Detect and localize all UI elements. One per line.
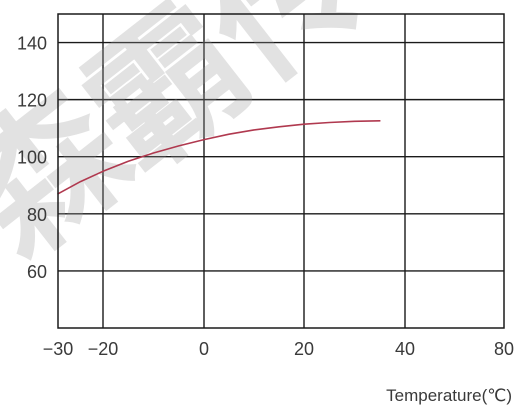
y-tick-labels: 60 80 100 120 140 (17, 34, 47, 282)
grid-lines (58, 14, 504, 328)
series-line-0 (57, 120, 381, 195)
plot-frame (57, 13, 505, 329)
y-tick-label: 100 (17, 148, 47, 168)
series-layer (57, 120, 381, 195)
y-tick-label: 60 (27, 262, 47, 282)
x-tick-label: 40 (395, 339, 415, 359)
x-tick-labels: −30 −20 0 20 40 80 (43, 339, 514, 359)
y-tick-label: 140 (17, 34, 47, 54)
y-tick-label: 80 (27, 205, 47, 225)
x-axis-title: Temperature(℃) (386, 386, 512, 405)
x-tick-label: 0 (199, 339, 209, 359)
y-tick-label: 120 (17, 91, 47, 111)
watermark: 森霸传 (0, 0, 400, 288)
x-tick-label: 20 (294, 339, 314, 359)
x-tick-label: −30 (43, 339, 74, 359)
x-tick-label: 80 (494, 339, 514, 359)
x-tick-label: −20 (88, 339, 119, 359)
